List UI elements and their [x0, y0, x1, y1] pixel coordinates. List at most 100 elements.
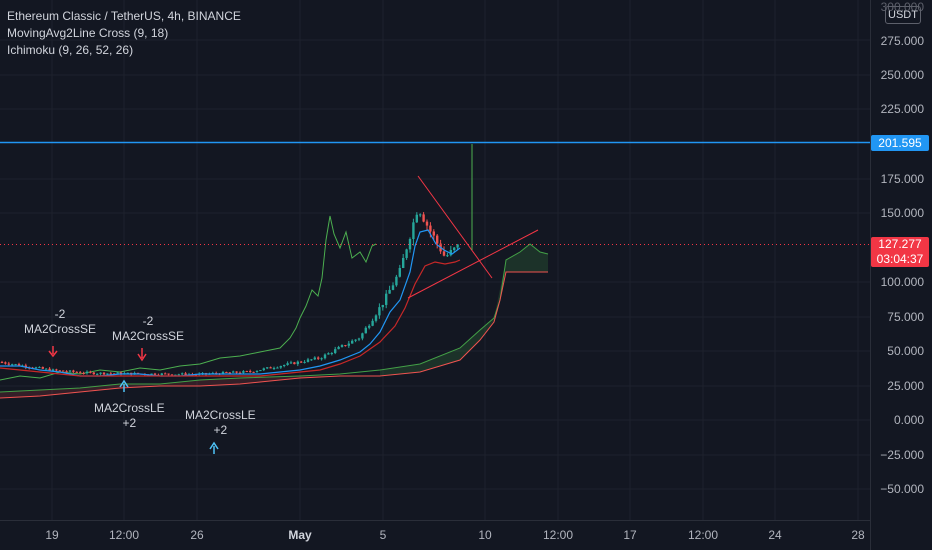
candle-body — [170, 374, 174, 376]
candle-body — [408, 239, 412, 250]
candle-body — [228, 372, 231, 374]
candle-body — [150, 373, 153, 375]
candle-body — [259, 370, 262, 372]
candle-body — [41, 367, 44, 369]
candle-body — [164, 373, 167, 375]
candle-body — [109, 373, 112, 375]
fast-ma-line — [0, 229, 461, 377]
time-tick: 28 — [851, 528, 865, 542]
candle-body — [232, 371, 235, 373]
candle-body — [225, 371, 228, 373]
candle-body — [38, 367, 41, 369]
horizontal-line-price-tag[interactable]: 201.595 — [871, 135, 929, 151]
time-tick: 5 — [379, 528, 387, 542]
signal-arrows — [48, 346, 219, 454]
candle-body — [432, 231, 435, 236]
candle-body — [113, 373, 116, 375]
last-price-tag: 127.277 — [871, 237, 929, 252]
candle-body — [347, 343, 350, 346]
candle-body — [317, 357, 320, 359]
candle-body — [75, 371, 78, 373]
slow-ma-line — [0, 259, 461, 377]
signal-label-short: -2 MA2CrossSE — [24, 307, 97, 336]
bar-countdown: 03:04:37 — [871, 252, 929, 267]
price-tick: −50.000 — [880, 482, 924, 496]
candle-body — [62, 370, 65, 372]
candle-body — [405, 249, 408, 258]
candle-body — [58, 370, 61, 372]
buy-arrow-icon — [119, 379, 129, 392]
candle-body — [446, 255, 449, 257]
candle-body — [136, 372, 140, 374]
price-tick: 250.000 — [880, 68, 924, 82]
candle-body — [381, 304, 384, 308]
candle-body — [252, 371, 255, 373]
price-tick: 100.000 — [880, 275, 924, 289]
candle-body — [323, 354, 327, 359]
candle-body — [422, 214, 425, 222]
candle-body — [34, 367, 38, 369]
ichimoku-lagging-span — [0, 215, 377, 381]
candle-body — [313, 357, 316, 360]
candle-body — [68, 370, 72, 372]
signal-label-long: MA2CrossLE +2 — [94, 401, 165, 430]
grid — [0, 0, 870, 520]
indicator-ma-cross[interactable]: MovingAvg2Line Cross (9, 18) — [7, 26, 169, 40]
candle-body — [364, 327, 367, 334]
candle-body — [272, 367, 276, 369]
candle-body — [456, 244, 459, 248]
candle-body — [238, 372, 242, 374]
candle-body — [303, 361, 306, 363]
candle-body — [419, 214, 422, 216]
candle-body — [385, 293, 388, 305]
candle-body — [361, 333, 364, 339]
candle-body — [286, 363, 289, 365]
candle-body — [337, 346, 340, 350]
candle-body — [391, 285, 395, 290]
candle-body — [262, 368, 265, 371]
time-tick: 26 — [190, 528, 204, 542]
candle-body — [11, 364, 14, 366]
candle-body — [55, 369, 58, 371]
candle-body — [436, 235, 439, 244]
candle-body — [116, 372, 119, 374]
price-tick: 50.000 — [887, 344, 924, 358]
triangle-drawing[interactable] — [407, 175, 539, 299]
price-tick: 75.000 — [887, 310, 924, 324]
candle-body — [167, 373, 170, 375]
candle-body — [334, 349, 337, 354]
buy-arrow-icon — [209, 441, 219, 454]
signal-label-short: -2 MA2CrossSE — [112, 314, 185, 343]
candle-body — [340, 345, 344, 347]
candle-body — [402, 257, 405, 268]
candle-body — [442, 251, 446, 256]
symbol-title[interactable]: Ethereum Classic / TetherUS, 4h, BINANCE — [7, 9, 241, 23]
candle-body — [351, 340, 354, 344]
candle-body — [276, 367, 279, 369]
price-tick: 275.000 — [880, 34, 924, 48]
candle-body — [99, 372, 102, 374]
candle-body — [48, 368, 51, 371]
time-tick: 12:00 — [108, 528, 140, 542]
candle-body — [330, 353, 333, 355]
candle-body — [221, 371, 225, 375]
candle-body — [4, 362, 7, 364]
candle-body — [327, 353, 330, 355]
candle-body — [289, 362, 293, 364]
candle-body — [249, 371, 252, 373]
time-tick: 19 — [45, 528, 59, 542]
currency-button[interactable]: USDT — [885, 6, 921, 24]
candle-body — [415, 214, 418, 223]
candle-body — [371, 320, 374, 326]
indicator-ichimoku[interactable]: Ichimoku (9, 26, 52, 26) — [7, 43, 134, 57]
candle-body — [425, 221, 429, 226]
candle-body — [354, 339, 357, 341]
candle-body — [85, 371, 89, 374]
candle-body — [388, 289, 391, 294]
candle-body — [395, 276, 398, 286]
candle-body — [160, 373, 163, 376]
candle-body — [255, 370, 259, 373]
price-tick: 175.000 — [880, 172, 924, 186]
candle-body — [174, 374, 177, 376]
